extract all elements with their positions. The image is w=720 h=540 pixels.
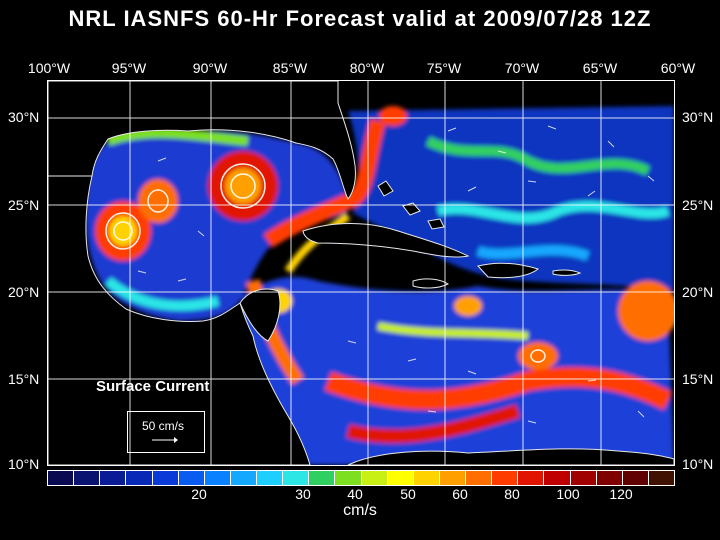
colorbar-cell [309, 471, 336, 485]
colorbar-cell [100, 471, 127, 485]
mexico-central-america-land [48, 175, 311, 465]
colorbar-tick-50: 50 [400, 486, 416, 502]
north-america-land [48, 81, 356, 200]
colorbar-cell [230, 471, 257, 485]
colorbar [47, 470, 675, 486]
colorbar-cell [335, 471, 362, 485]
colorbar-cell [204, 471, 231, 485]
lat-label-10n-right: 10°N [682, 456, 714, 472]
colorbar-tick-100: 100 [556, 486, 580, 502]
lon-label-65w: 65°W [582, 60, 618, 76]
map-panel [47, 80, 675, 466]
puerto-rico-island [552, 269, 582, 276]
lat-label-20n-left: 20°N [8, 284, 40, 300]
lat-label-10n-left: 10°N [8, 456, 40, 472]
caribbean-sea [241, 276, 674, 465]
colorbar-cell [126, 471, 153, 485]
colorbar-cell [257, 471, 284, 485]
colorbar-tick-40: 40 [347, 486, 363, 502]
lon-label-80w: 80°W [349, 60, 385, 76]
colorbar-cell [622, 471, 649, 485]
colorbar-cell [361, 471, 388, 485]
colorbar-cell [544, 471, 571, 485]
lon-label-85w: 85°W [272, 60, 308, 76]
colorbar-cell [570, 471, 597, 485]
gulf-of-mexico [85, 130, 348, 321]
colorbar-tick-120: 120 [609, 486, 633, 502]
colorbar-cell [439, 471, 466, 485]
lon-label-75w: 75°W [426, 60, 462, 76]
yucatan-peninsula [239, 288, 281, 342]
lat-label-30n-left: 30°N [8, 109, 40, 125]
cuba-island [302, 223, 470, 258]
colorbar-cell [492, 471, 519, 485]
colorbar-cell [74, 471, 101, 485]
colorbar-cell [466, 471, 493, 485]
lon-label-60w: 60°W [660, 60, 696, 76]
colorbar-cell [387, 471, 414, 485]
colorbar-cell [518, 471, 545, 485]
lon-label-100w: 100°W [27, 60, 71, 76]
colorbar-cell [648, 471, 674, 485]
colorbar-tick-60: 60 [452, 486, 468, 502]
colorbar-cell [152, 471, 179, 485]
reference-arrow-icon [152, 437, 178, 443]
colorbar-cell [283, 471, 310, 485]
colorbar-units: cm/s [343, 502, 377, 519]
colorbar-tick-30: 30 [295, 486, 311, 502]
lat-label-30n-right: 30°N [682, 109, 714, 125]
colorbar-cell [596, 471, 623, 485]
lat-label-20n-right: 20°N [682, 284, 714, 300]
lon-label-90w: 90°W [192, 60, 228, 76]
lat-label-25n-left: 25°N [8, 197, 40, 213]
eddy-rings [105, 163, 546, 363]
colorbar-cell [413, 471, 440, 485]
lat-label-15n-left: 15°N [8, 371, 40, 387]
map-title: NRL IASNFS 60-Hr Forecast valid at 2009/… [68, 6, 652, 31]
lon-label-95w: 95°W [111, 60, 147, 76]
reference-vector-label: 50 cm/s [142, 419, 185, 433]
lon-label-70w: 70°W [504, 60, 540, 76]
jamaica-island [412, 278, 450, 289]
current-speed-map [48, 81, 674, 465]
colorbar-cell [48, 471, 75, 485]
colorbar-tick-20: 20 [191, 486, 207, 502]
lat-label-25n-right: 25°N [682, 197, 714, 213]
lat-label-15n-right: 15°N [682, 371, 714, 387]
land-masses [48, 81, 674, 465]
south-america-land [347, 448, 674, 465]
colorbar-tick-80: 80 [504, 486, 520, 502]
graticule [48, 81, 674, 465]
colorbar-cell [178, 471, 205, 485]
legend-title: Surface Current [96, 378, 210, 395]
current-vectors [137, 125, 655, 424]
reference-vector-box: 50 cm/s [127, 411, 205, 453]
